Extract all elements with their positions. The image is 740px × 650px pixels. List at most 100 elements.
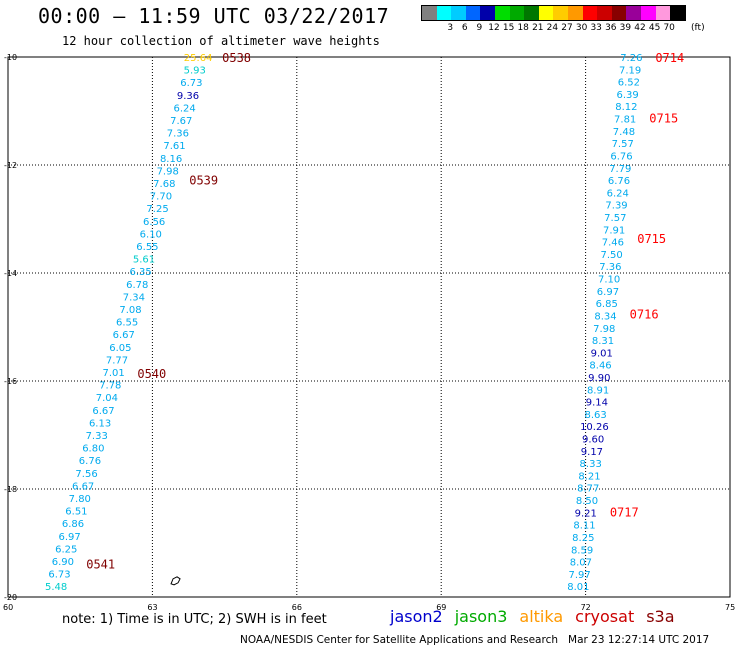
swh-value: 7.33: [86, 431, 108, 442]
legend-label: 36: [605, 23, 617, 33]
swh-value: 8.59: [571, 545, 593, 556]
lat-tick-label: -10: [4, 53, 17, 62]
legend-label: 24: [546, 23, 559, 33]
swh-value: 9.17: [581, 447, 603, 458]
legend-swatch: [626, 6, 641, 20]
satellite-altika: altika: [519, 607, 564, 626]
swh-value: 6.67: [113, 330, 135, 341]
swh-value: 6.97: [59, 532, 81, 543]
legend-labels: 3 6 9 12 15 18 21 24 27 30 33 36 39 42 45 70 (ft): [421, 21, 704, 33]
swh-value: 7.77: [106, 355, 128, 366]
swh-value: 9.14: [586, 398, 608, 409]
legend-label: 3: [447, 23, 454, 33]
legend-swatch: [553, 6, 568, 20]
satellite-jason3: jason3: [454, 607, 508, 626]
satellite-legend: jason2 jason3 altika cryosat s3a: [390, 607, 675, 626]
pass-time-label: 0716: [630, 308, 659, 322]
lon-tick-label: 66: [292, 603, 302, 612]
swh-value: 8.34: [594, 311, 616, 322]
island-outline: [170, 576, 181, 586]
swh-value: 7.39: [605, 201, 627, 212]
swh-value: 7.25: [146, 204, 168, 215]
swh-value: 6.73: [48, 570, 70, 581]
lat-tick-label: -14: [4, 269, 17, 278]
swh-value: 6.55: [116, 318, 138, 329]
swh-value: 6.35: [130, 267, 152, 278]
swh-value: 6.39: [616, 90, 638, 101]
lat-tick-label: -16: [4, 377, 17, 386]
satellite-cryosat: cryosat: [575, 607, 635, 626]
lat-tick-label: -18: [4, 485, 17, 494]
legend-swatch: [538, 6, 554, 20]
swh-value: 7.80: [69, 494, 91, 505]
swh-value: 8.46: [589, 361, 611, 372]
swh-value: 7.48: [613, 127, 635, 138]
legend-swatch: [582, 6, 598, 20]
legend-swatch: [597, 6, 612, 20]
swh-value: 7.46: [602, 238, 624, 249]
swh-value: 8.01: [567, 582, 589, 593]
legend-label: 45: [648, 23, 661, 33]
pass-time-label: 0540: [137, 367, 166, 381]
swh-value: 8.07: [570, 558, 592, 569]
swh-value: 8.77: [577, 484, 599, 495]
swh-value: 8.12: [615, 102, 637, 113]
pass-time-label: 0714: [655, 51, 684, 65]
swh-value: 7.04: [96, 393, 118, 404]
lon-tick-label: 69: [436, 603, 446, 612]
legend-label: 70: [663, 23, 675, 33]
lat-tick-label: -12: [4, 161, 17, 170]
pass-time-label: 0715: [637, 232, 666, 246]
legend-swatch: [524, 6, 539, 20]
swh-value: 6.13: [89, 418, 111, 429]
legend-swatch: [422, 6, 437, 20]
swh-value: 25.64: [184, 53, 213, 64]
legend-swatch: [509, 6, 525, 20]
swh-value: 8.11: [573, 521, 595, 532]
legend-label: 15: [502, 23, 515, 33]
pass-time-label: 0717: [610, 506, 639, 520]
swh-value: 10.26: [580, 422, 609, 433]
swh-value: 7.50: [600, 250, 622, 261]
legend-swatch: [655, 6, 671, 20]
swh-value: 6.67: [92, 406, 114, 417]
swh-value: 6.25: [55, 544, 77, 555]
legend-label: 21: [532, 23, 544, 33]
legend-swatch: [494, 6, 510, 20]
page-subtitle: 12 hour collection of altimeter wave hei…: [62, 34, 380, 48]
swh-value: 7.56: [75, 469, 97, 480]
swh-value: 5.61: [133, 255, 155, 266]
swh-value: 6.76: [608, 176, 630, 187]
legend-swatch: [480, 6, 495, 20]
swh-value: 6.56: [143, 217, 165, 228]
legend-swatch: [611, 6, 627, 20]
lon-tick-label: 75: [725, 603, 735, 612]
swh-value: 7.57: [604, 213, 626, 224]
swh-value: 6.52: [618, 78, 640, 89]
satellite-s3a: s3a: [646, 607, 675, 626]
swh-value: 6.24: [173, 103, 195, 114]
legend-label: 30: [575, 23, 588, 33]
swh-value: 8.21: [578, 471, 600, 482]
swh-value: 6.85: [596, 299, 618, 310]
legend-swatch: [567, 6, 583, 20]
lon-tick-label: 63: [147, 603, 157, 612]
swh-value: 7.91: [603, 225, 625, 236]
swh-value: 7.26: [620, 53, 642, 64]
swh-value: 8.31: [592, 336, 614, 347]
swh-value: 6.78: [126, 280, 148, 291]
legend-swatch: [465, 6, 481, 20]
swh-value: 7.70: [150, 192, 172, 203]
legend-swatch: [640, 6, 656, 20]
swh-value: 6.51: [65, 507, 87, 518]
swh-value: 8.33: [580, 459, 602, 470]
pass-time-label: 0538: [222, 51, 251, 65]
legend-label: 42: [634, 23, 646, 33]
swh-value: 6.90: [52, 557, 74, 568]
swh-value: 7.61: [163, 141, 185, 152]
footer-credit: NOAA/NESDIS Center for Satellite Applica…: [240, 634, 710, 646]
swh-value: 9.01: [591, 348, 613, 359]
swh-value: 8.16: [160, 154, 182, 165]
legend-unit: (ft): [691, 23, 705, 33]
